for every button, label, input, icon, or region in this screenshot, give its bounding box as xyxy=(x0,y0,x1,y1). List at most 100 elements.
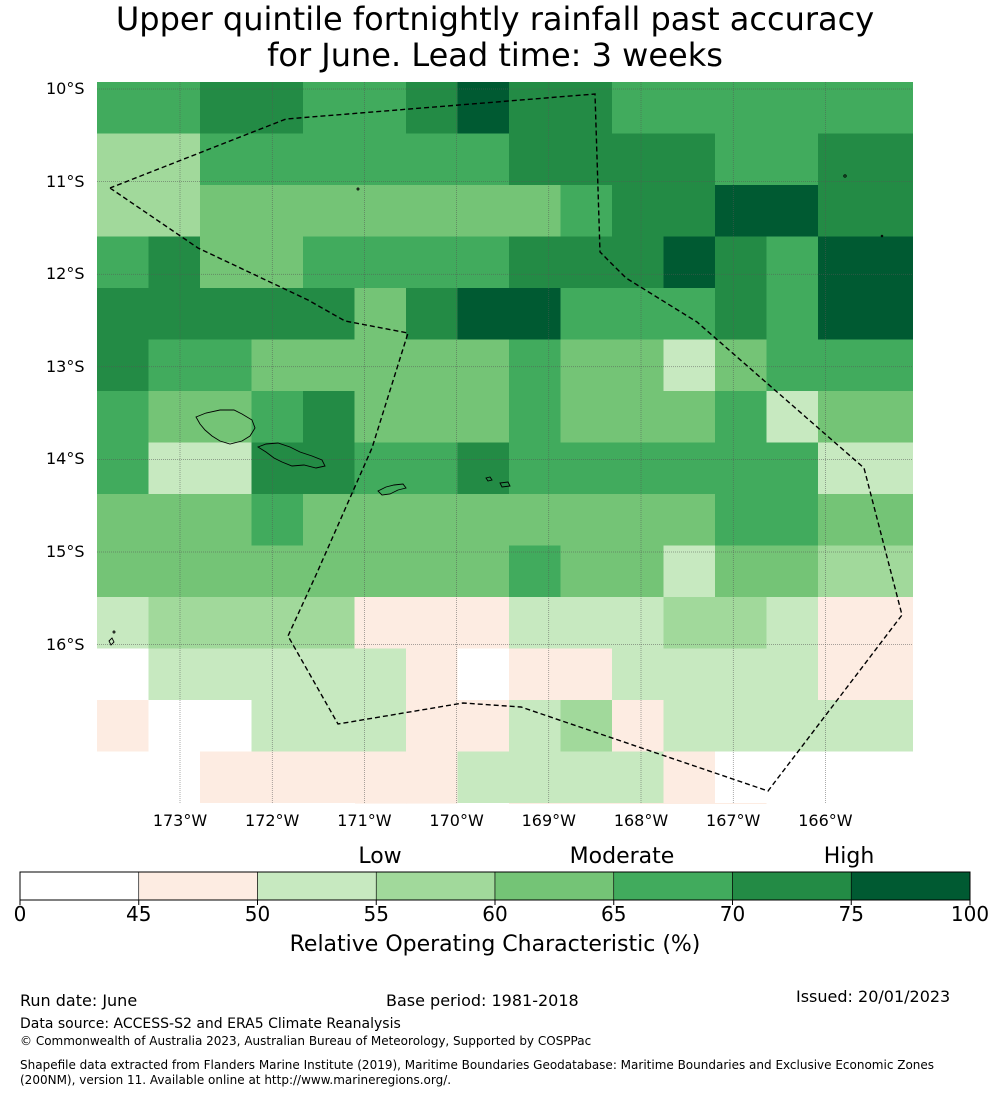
grid-cell xyxy=(303,339,356,392)
grid-cell xyxy=(560,236,613,289)
grid-cell xyxy=(148,236,201,289)
grid-cell xyxy=(406,751,459,804)
latitude-label: 11°S xyxy=(46,171,85,191)
colorbar-tick-label: 0 xyxy=(13,902,27,926)
grid-cell xyxy=(354,494,407,547)
colorbar-tick-label: 75 xyxy=(838,902,864,926)
grid-cell xyxy=(560,133,613,186)
colorbar-swatch xyxy=(138,871,258,901)
colorbar-swatch xyxy=(732,871,852,901)
grid-cell xyxy=(766,700,819,753)
grid-cell xyxy=(148,82,201,135)
colorbar-tick-label: 55 xyxy=(363,902,389,926)
grid-cell xyxy=(663,545,716,598)
colorbar-tick-label: 65 xyxy=(601,902,627,926)
grid-cell xyxy=(200,442,253,495)
grid-cell xyxy=(97,494,150,547)
grid-cell xyxy=(560,494,613,547)
colorbar-tick-label: 60 xyxy=(482,902,508,926)
grid-cell xyxy=(97,391,150,444)
grid-cell xyxy=(509,185,562,238)
grid-cell xyxy=(303,751,356,804)
grid-cell xyxy=(715,82,768,135)
grid-cell xyxy=(818,803,913,804)
tutuila-island-outline xyxy=(377,483,407,496)
grid-cell xyxy=(354,648,407,701)
grid-cell xyxy=(97,545,150,598)
latitude-label: 15°S xyxy=(46,542,85,561)
grid-cell xyxy=(663,339,716,392)
eez-boundary-dashed xyxy=(109,93,903,792)
grid-cell xyxy=(354,700,407,753)
grid-cell xyxy=(766,442,819,495)
grid-cell xyxy=(818,288,913,341)
grid-cell xyxy=(715,545,768,598)
grid-cell xyxy=(303,288,356,341)
grid-cell xyxy=(354,597,407,650)
grid-cell xyxy=(354,288,407,341)
colorbar-category-label: Low xyxy=(358,844,402,869)
colorbar-swatch xyxy=(613,871,733,901)
grid-cell xyxy=(560,751,613,804)
grid-cell xyxy=(818,442,913,495)
upolu-island-outline xyxy=(256,442,326,469)
swains-island-outline xyxy=(356,187,360,191)
grid-cell xyxy=(200,751,253,804)
grid-cell xyxy=(612,82,665,135)
grid-cell xyxy=(766,494,819,547)
colorbar-swatch xyxy=(19,871,140,901)
colorbar-swatch xyxy=(257,871,377,901)
grid-cell xyxy=(818,185,913,238)
grid-cell xyxy=(715,751,768,804)
grid-cell xyxy=(406,648,459,701)
grid-cell xyxy=(766,82,819,135)
grid-cell xyxy=(457,648,510,701)
grid-cell xyxy=(509,82,562,135)
grid-cell xyxy=(612,751,665,804)
grid-cell xyxy=(818,133,913,186)
grid-cell xyxy=(200,648,253,701)
grid-cell xyxy=(612,803,665,804)
grid-cell xyxy=(818,236,913,289)
grid-cell xyxy=(303,545,356,598)
small-island-outline xyxy=(112,630,116,634)
grid-cell xyxy=(560,391,613,444)
grid-cell xyxy=(200,597,253,650)
grid-cell xyxy=(354,442,407,495)
latitude-label: 10°S xyxy=(46,79,85,98)
grid-cell xyxy=(509,236,562,289)
grid-cell xyxy=(818,648,913,701)
grid-cell xyxy=(148,185,201,238)
grid-cell xyxy=(818,494,913,547)
grid-cell xyxy=(560,700,613,753)
longitude-label: 170°W xyxy=(429,811,484,830)
grid-cell xyxy=(457,82,510,135)
grid-cell xyxy=(251,803,304,804)
grid-cell xyxy=(406,236,459,289)
grid-cell xyxy=(663,82,716,135)
grid-cell xyxy=(715,391,768,444)
grid-cell xyxy=(97,185,150,238)
grid-cell xyxy=(251,545,304,598)
grid-cell xyxy=(766,751,819,804)
base-period: Base period: 1981-2018 xyxy=(386,991,579,1010)
grid-cell xyxy=(148,597,201,650)
grid-cell xyxy=(715,442,768,495)
grid-cell xyxy=(560,597,613,650)
grid-cell xyxy=(612,700,665,753)
grid-cell xyxy=(97,751,150,804)
grid-cell xyxy=(200,545,253,598)
grid-cell xyxy=(818,391,913,444)
grid-cell xyxy=(560,442,613,495)
grid-cell xyxy=(818,339,913,392)
grid-cell xyxy=(612,545,665,598)
colorbar-swatch xyxy=(850,871,971,901)
grid-cell xyxy=(406,82,459,135)
grid-cell xyxy=(148,133,201,186)
grid-cell xyxy=(457,700,510,753)
grid-cell xyxy=(715,597,768,650)
grid-cell xyxy=(303,133,356,186)
latitude-label: 16°S xyxy=(46,634,85,654)
tokelau-atoll-outline xyxy=(843,174,847,178)
grid-cell xyxy=(663,494,716,547)
